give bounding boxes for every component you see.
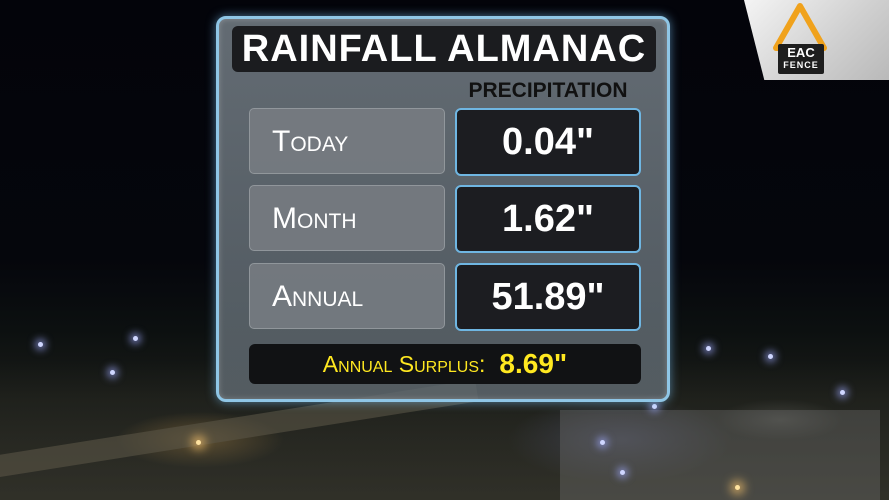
annual-surplus-bar: Annual Surplus: 8.69" xyxy=(249,344,641,384)
month-label: Month xyxy=(249,185,445,251)
street-light xyxy=(38,342,43,347)
street-light xyxy=(840,390,845,395)
street-light xyxy=(196,440,201,445)
annual-surplus-label: Annual Surplus: xyxy=(322,350,486,377)
street-light xyxy=(600,440,605,445)
street-light xyxy=(110,370,115,375)
street-light xyxy=(133,336,138,341)
today-value: 0.04" xyxy=(455,108,641,176)
street-light xyxy=(768,354,773,359)
logo-line-2: FENCE xyxy=(783,60,819,70)
today-label: Today xyxy=(249,108,445,174)
annual-surplus-value: 8.69" xyxy=(499,348,568,379)
logo-line-1: EAC xyxy=(787,45,815,60)
street-light xyxy=(620,470,625,475)
month-value: 1.62" xyxy=(455,185,641,253)
street-light xyxy=(652,404,657,409)
annual-value: 51.89" xyxy=(455,263,641,331)
street-light xyxy=(706,346,711,351)
annual-label: Annual xyxy=(249,263,445,329)
almanac-title: RAINFALL ALMANAC xyxy=(232,26,656,72)
logo-wordmark: EAC FENCE xyxy=(778,44,824,74)
street-light xyxy=(735,485,740,490)
precipitation-header: PRECIPITATION xyxy=(468,79,628,102)
parking-lot xyxy=(560,410,880,500)
